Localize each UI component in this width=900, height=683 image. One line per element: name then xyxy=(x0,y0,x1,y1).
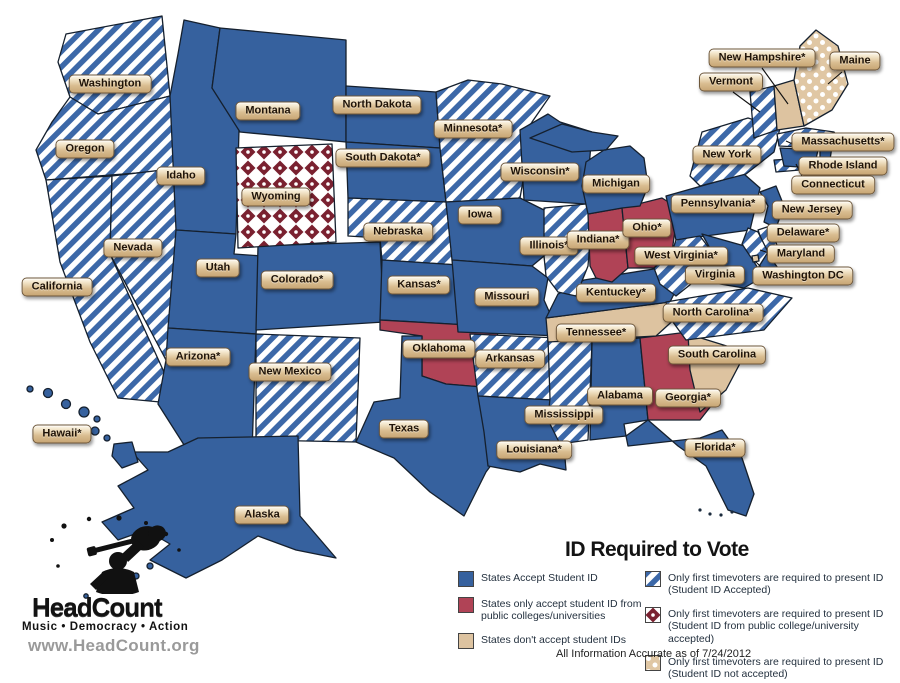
legend-label-right-2: Only first timevoters are required to pr… xyxy=(668,655,884,681)
legend-swatch-tan xyxy=(458,632,474,649)
headcount-tagline: Music • Democracy • Action xyxy=(22,621,189,633)
state-shape-south-carolina xyxy=(687,333,747,413)
headcount-wordmark: HeadCount xyxy=(32,592,163,622)
state-shape-connecticut xyxy=(779,147,819,169)
state-shape-iowa xyxy=(445,197,549,267)
legend-item-left-0: States Accept Student ID xyxy=(458,570,643,587)
state-shape-indiana xyxy=(587,207,629,283)
state-shape-florida xyxy=(625,419,755,517)
legend-title: ID Required to Vote xyxy=(565,538,749,561)
legend-label-left-0: States Accept Student ID xyxy=(481,572,598,584)
legend-item-right-2: Only first timevoters are required to pr… xyxy=(645,654,897,681)
legend-swatch-dots xyxy=(645,654,661,671)
legend-swatch-diamonds xyxy=(645,606,661,623)
state-shape-washington-dc xyxy=(751,254,760,263)
headcount-logo-icon xyxy=(50,515,181,594)
state-shape-wyoming xyxy=(235,143,337,249)
accuracy-note: All Information Accurate as of 7/24/2012 xyxy=(556,648,752,660)
state-shape-maine xyxy=(793,29,849,127)
florida-keys xyxy=(698,508,734,517)
legend-item-right-1: Only first timevoters are required to pr… xyxy=(645,606,897,645)
legend-label-left-1: States only accept student ID from publi… xyxy=(481,598,642,623)
legend-label-left-2: States don't accept student IDs xyxy=(481,633,627,646)
state-shape-alabama xyxy=(589,337,649,441)
headcount-url[interactable]: www.HeadCount.org xyxy=(28,636,200,655)
legend-swatch-red xyxy=(458,597,474,613)
legend-swatch-stripes xyxy=(645,571,661,587)
state-shape-massachusetts xyxy=(776,127,843,149)
state-shape-vermont xyxy=(749,85,778,139)
dc-pattern-swatch xyxy=(833,267,849,283)
state-shape-rhode-island xyxy=(819,145,833,161)
legend-column-solid: States Accept Student ID States only acce… xyxy=(458,570,643,683)
legend-swatch-blue xyxy=(458,571,474,587)
state-shape-alaska xyxy=(101,435,337,579)
state-shape-arizona xyxy=(157,327,257,453)
state-shape-oregon xyxy=(35,95,177,181)
legend-item-left-2: States don't accept student IDs xyxy=(458,632,643,649)
legend-column-patterns: Only first timevoters are required to pr… xyxy=(645,570,897,683)
state-shape-pennsylvania xyxy=(665,173,761,241)
state-shape-hawaii xyxy=(26,385,139,469)
legend-item-right-0: Only first timevoters are required to pr… xyxy=(645,570,897,597)
state-shape-colorado xyxy=(255,241,385,331)
state-shape-south-dakota xyxy=(345,141,447,203)
state-shape-north-dakota xyxy=(345,85,441,149)
state-shape-arkansas xyxy=(469,333,559,401)
state-shape-new-mexico xyxy=(255,333,361,443)
state-shape-missouri xyxy=(451,259,561,337)
legend-label-right-1: Only first timevoters are required to pr… xyxy=(668,607,884,645)
state-shape-mississippi xyxy=(547,339,593,445)
state-shape-texas xyxy=(355,335,519,517)
legend-item-left-1: States only accept student ID from publi… xyxy=(458,596,643,623)
legend-label-right-0: Only first timevoters are required to pr… xyxy=(668,572,884,597)
state-shape-north-carolina xyxy=(665,287,793,341)
state-shape-maryland xyxy=(741,227,769,269)
